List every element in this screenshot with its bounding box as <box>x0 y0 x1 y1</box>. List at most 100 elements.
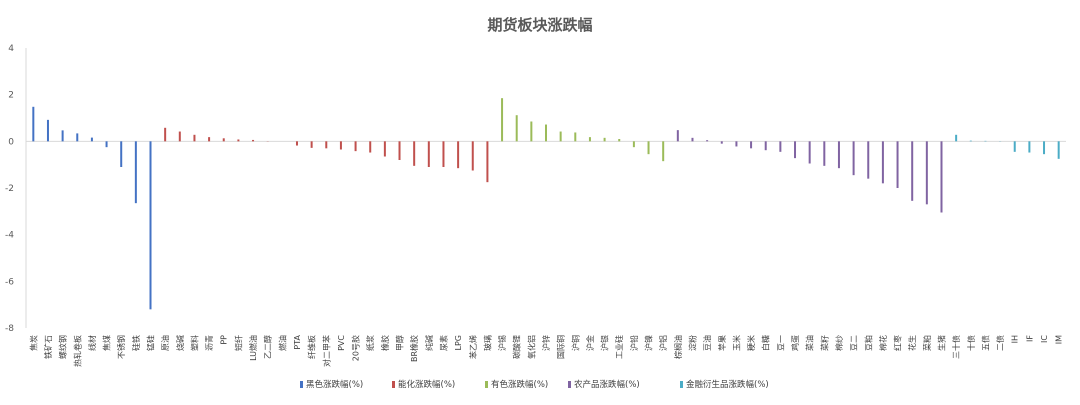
y-tick-label: 0 <box>8 137 14 147</box>
category-tick-label: LPG <box>454 335 463 350</box>
category-tick-label: 鸡蛋 <box>790 335 800 351</box>
category-tick-label: 沪锡 <box>497 335 507 351</box>
category-tick-label: 甲醇 <box>395 335 405 351</box>
bar <box>369 141 372 153</box>
bar <box>383 141 386 157</box>
category-tick-label: 生猪 <box>936 335 946 351</box>
legend-swatch <box>680 381 683 388</box>
bar <box>896 141 899 188</box>
category-tick-label: 沪铝 <box>658 335 668 351</box>
category-tick-label: 橡胶 <box>380 335 390 351</box>
category-tick-label: 玉米 <box>731 335 741 351</box>
category-label-layer: 焦炭 铁矿石 螺纹钢 热轧卷板 线材 焦煤 不锈钢 硅铁 锰硅 原油 烧碱 塑料 沥青 PP 短纤 LU燃油乙… <box>28 334 1063 367</box>
category-tick-label: 燃油 <box>277 335 287 351</box>
bar <box>545 124 547 142</box>
category-tick-label: 苹果 <box>717 335 727 351</box>
bar <box>647 141 650 155</box>
category-tick-label: 乙二醇 <box>263 335 273 359</box>
category-tick-label: 纯碱 <box>424 335 434 351</box>
bar <box>310 141 313 148</box>
category-tick-label: 沪铅 <box>629 335 639 351</box>
legend-swatch <box>485 381 488 388</box>
category-tick-label: 塑料 <box>189 335 199 351</box>
category-tick-label: PTA <box>293 334 302 349</box>
bar <box>603 137 606 142</box>
category-tick-label: IF <box>1025 335 1034 342</box>
category-tick-label: 碳酸锂 <box>512 335 522 359</box>
bar <box>501 98 504 142</box>
axis-layer: 4 2 0 -2 -4 -6 -8 <box>5 44 1066 334</box>
bar <box>691 137 694 142</box>
legend-label: 金融衍生品涨跌幅(%) <box>686 379 769 390</box>
bar <box>149 141 152 310</box>
y-tick-label: -8 <box>5 324 14 334</box>
bar <box>955 134 958 142</box>
category-tick-label: 对二甲苯 <box>321 335 331 367</box>
category-tick-label: 苯乙烯 <box>468 335 478 359</box>
category-tick-label: 豆二 <box>850 335 859 351</box>
bar <box>750 141 753 149</box>
category-tick-label: 棉花 <box>878 335 888 351</box>
bar <box>325 141 328 149</box>
bar <box>1057 141 1060 159</box>
category-tick-label: IC <box>1040 335 1049 343</box>
category-tick-label: 沪镍 <box>644 335 654 351</box>
bar <box>120 141 123 167</box>
bar <box>764 141 767 151</box>
bar <box>222 138 225 142</box>
category-tick-label: 沪铜 <box>570 335 580 351</box>
category-tick-label: IH <box>1011 335 1020 343</box>
y-tick-label: 2 <box>8 91 14 101</box>
bar <box>193 134 196 142</box>
bar <box>720 141 723 144</box>
bar <box>1028 141 1031 153</box>
bar <box>823 141 826 166</box>
bar <box>32 106 35 142</box>
category-tick-label: 焦炭 <box>28 335 38 351</box>
bar-layer <box>32 98 1060 310</box>
category-tick-label: 焦煤 <box>102 335 112 351</box>
bar <box>1013 141 1016 152</box>
bar <box>398 141 401 160</box>
bar <box>735 141 738 147</box>
bar <box>940 141 943 213</box>
bar <box>837 141 840 169</box>
bar <box>442 141 445 167</box>
bar <box>134 141 137 204</box>
chart-title: 期货板块涨跌幅 <box>487 16 592 34</box>
category-tick-label: 棕榈油 <box>673 335 683 359</box>
bar <box>867 141 870 179</box>
bar <box>706 140 709 142</box>
category-tick-label: 玻璃 <box>482 335 492 351</box>
legend-swatch <box>392 381 395 388</box>
y-tick-label: -6 <box>5 277 14 287</box>
category-tick-label: 淀粉 <box>687 335 697 351</box>
category-tick-label: 线材 <box>87 335 97 351</box>
bar <box>486 141 489 183</box>
category-tick-label: 红枣 <box>893 335 903 351</box>
bar <box>618 139 621 142</box>
category-tick-label: 二债 <box>995 335 1005 351</box>
category-tick-label: BR橡胶 <box>409 335 419 362</box>
y-tick-label: -2 <box>5 184 14 194</box>
bar <box>779 141 782 152</box>
bar <box>105 141 108 148</box>
category-tick-label: PP <box>220 335 229 345</box>
bar <box>911 141 914 201</box>
bar <box>808 141 811 164</box>
category-tick-label: 菜籽 <box>819 335 829 351</box>
category-tick-label: 十债 <box>966 335 976 351</box>
bar <box>559 131 562 142</box>
category-tick-label: 铁矿石 <box>43 335 53 359</box>
bar <box>588 137 591 142</box>
bar <box>46 119 49 142</box>
category-tick-label: 氧化铝 <box>526 335 536 359</box>
bar <box>1043 141 1046 155</box>
bar <box>852 141 855 176</box>
category-tick-label: 豆一 <box>776 335 785 351</box>
category-tick-label: 粳米 <box>746 335 756 351</box>
category-tick-label: 短纤 <box>233 335 243 351</box>
bar <box>164 127 167 142</box>
bar <box>794 141 797 159</box>
